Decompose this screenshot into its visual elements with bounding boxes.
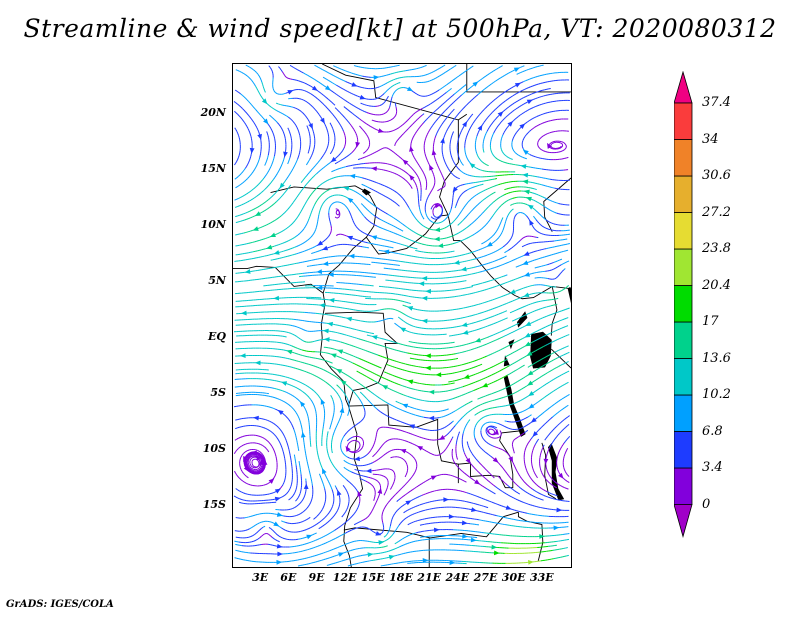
y-tick-label: 20N — [200, 106, 226, 120]
colorbar-label: 20.4 — [702, 277, 731, 293]
chart-title: Streamline & wind speed[kt] at 500hPa, V… — [23, 14, 777, 43]
colorbar-label: 27.2 — [702, 204, 731, 220]
y-tick-label: 15S — [202, 497, 226, 511]
y-tick-label: 5N — [208, 273, 226, 287]
y-tick-label: 10S — [202, 441, 226, 455]
colorbar-label: 17 — [702, 314, 719, 329]
colorbar: 0 3.4 6.8 10.2 13.6 17 20.4 23.8 27.2 30.6 34 37.4 — [673, 70, 784, 551]
colorbar-graphic — [673, 70, 693, 538]
x-tick-label: 3E — [252, 571, 269, 584]
x-tick-label: 18E — [389, 571, 413, 584]
x-tick-label: 24E — [445, 571, 470, 584]
x-tick-label: 6E — [280, 571, 297, 584]
x-tick-label: 12E — [332, 571, 357, 584]
colorbar-label: 23.8 — [702, 241, 731, 256]
x-tick-label: 30E — [501, 571, 526, 584]
x-tick-label: 21E — [417, 571, 441, 584]
colorbar-label: 0 — [702, 496, 711, 512]
colorbar-label: 13.6 — [702, 350, 731, 366]
colorbar-label: 6.8 — [702, 423, 723, 439]
streamline-map-canvas — [233, 64, 571, 567]
colorbar-label: 34 — [702, 131, 719, 147]
y-tick-label: 15N — [200, 162, 226, 176]
x-tick-label: 33E — [529, 571, 554, 584]
x-tick-label: 27E — [473, 571, 498, 584]
x-tick-label: 15E — [360, 571, 385, 584]
colorbar-label: 37.4 — [702, 95, 731, 110]
plot-frame — [232, 63, 572, 568]
colorbar-label: 3.4 — [702, 460, 723, 475]
colorbar-label: 10.2 — [702, 387, 731, 402]
y-tick-label: EQ — [208, 329, 226, 343]
x-tick-label: 9E — [308, 571, 325, 584]
y-tick-label: 10N — [200, 218, 226, 232]
colorbar-label: 30.6 — [702, 168, 731, 183]
attribution: GrADS: IGES/COLA — [6, 599, 114, 610]
y-tick-label: 5S — [210, 385, 226, 399]
